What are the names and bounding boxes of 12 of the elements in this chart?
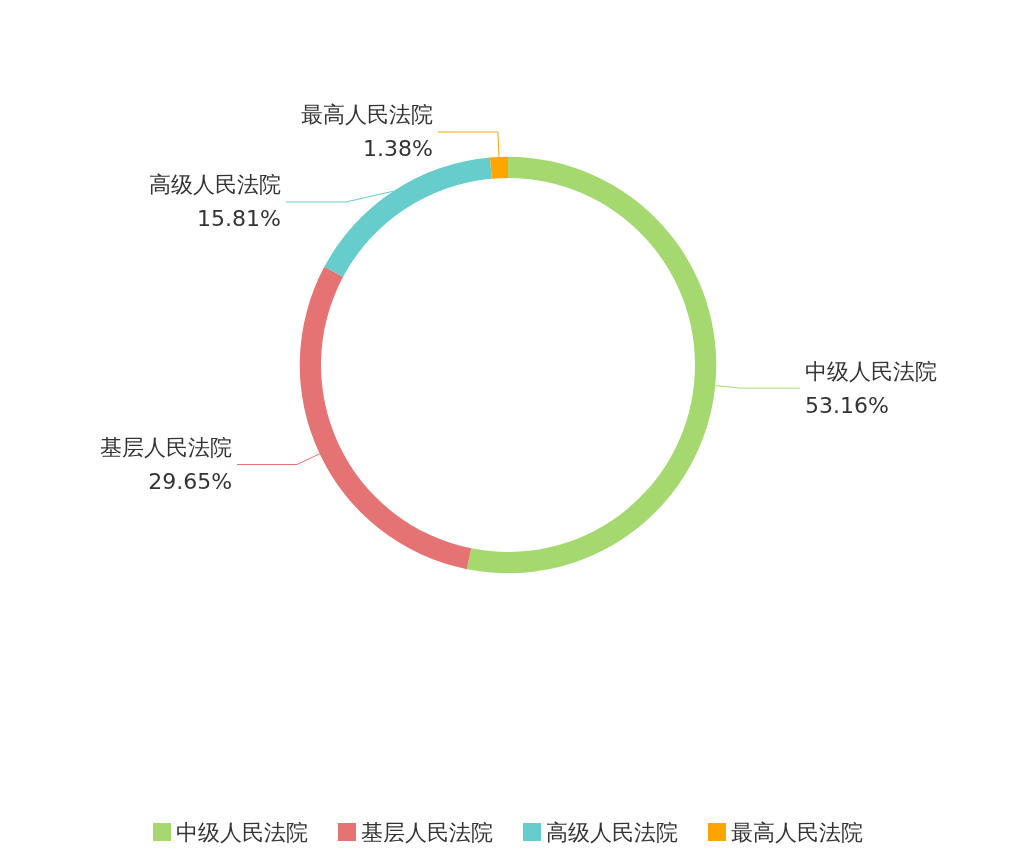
slice-label: 高级人民法院 <box>149 172 281 198</box>
slice-label: 基层人民法院 <box>100 435 233 461</box>
legend-label: 最高人民法院 <box>731 819 863 845</box>
slice-label: 最高人民法院 <box>300 102 433 128</box>
data-label: 29.65% <box>148 469 233 495</box>
legend-label: 中级人民法院 <box>176 819 308 845</box>
legend-label: 基层人民法院 <box>361 819 493 845</box>
slice-label: 中级人民法院 <box>805 358 938 384</box>
legend-label: 高级人民法院 <box>546 819 678 845</box>
data-label: 15.81% <box>197 206 281 232</box>
data-label: 1.38% <box>363 136 433 162</box>
data-label: 53.16% <box>805 392 889 418</box>
